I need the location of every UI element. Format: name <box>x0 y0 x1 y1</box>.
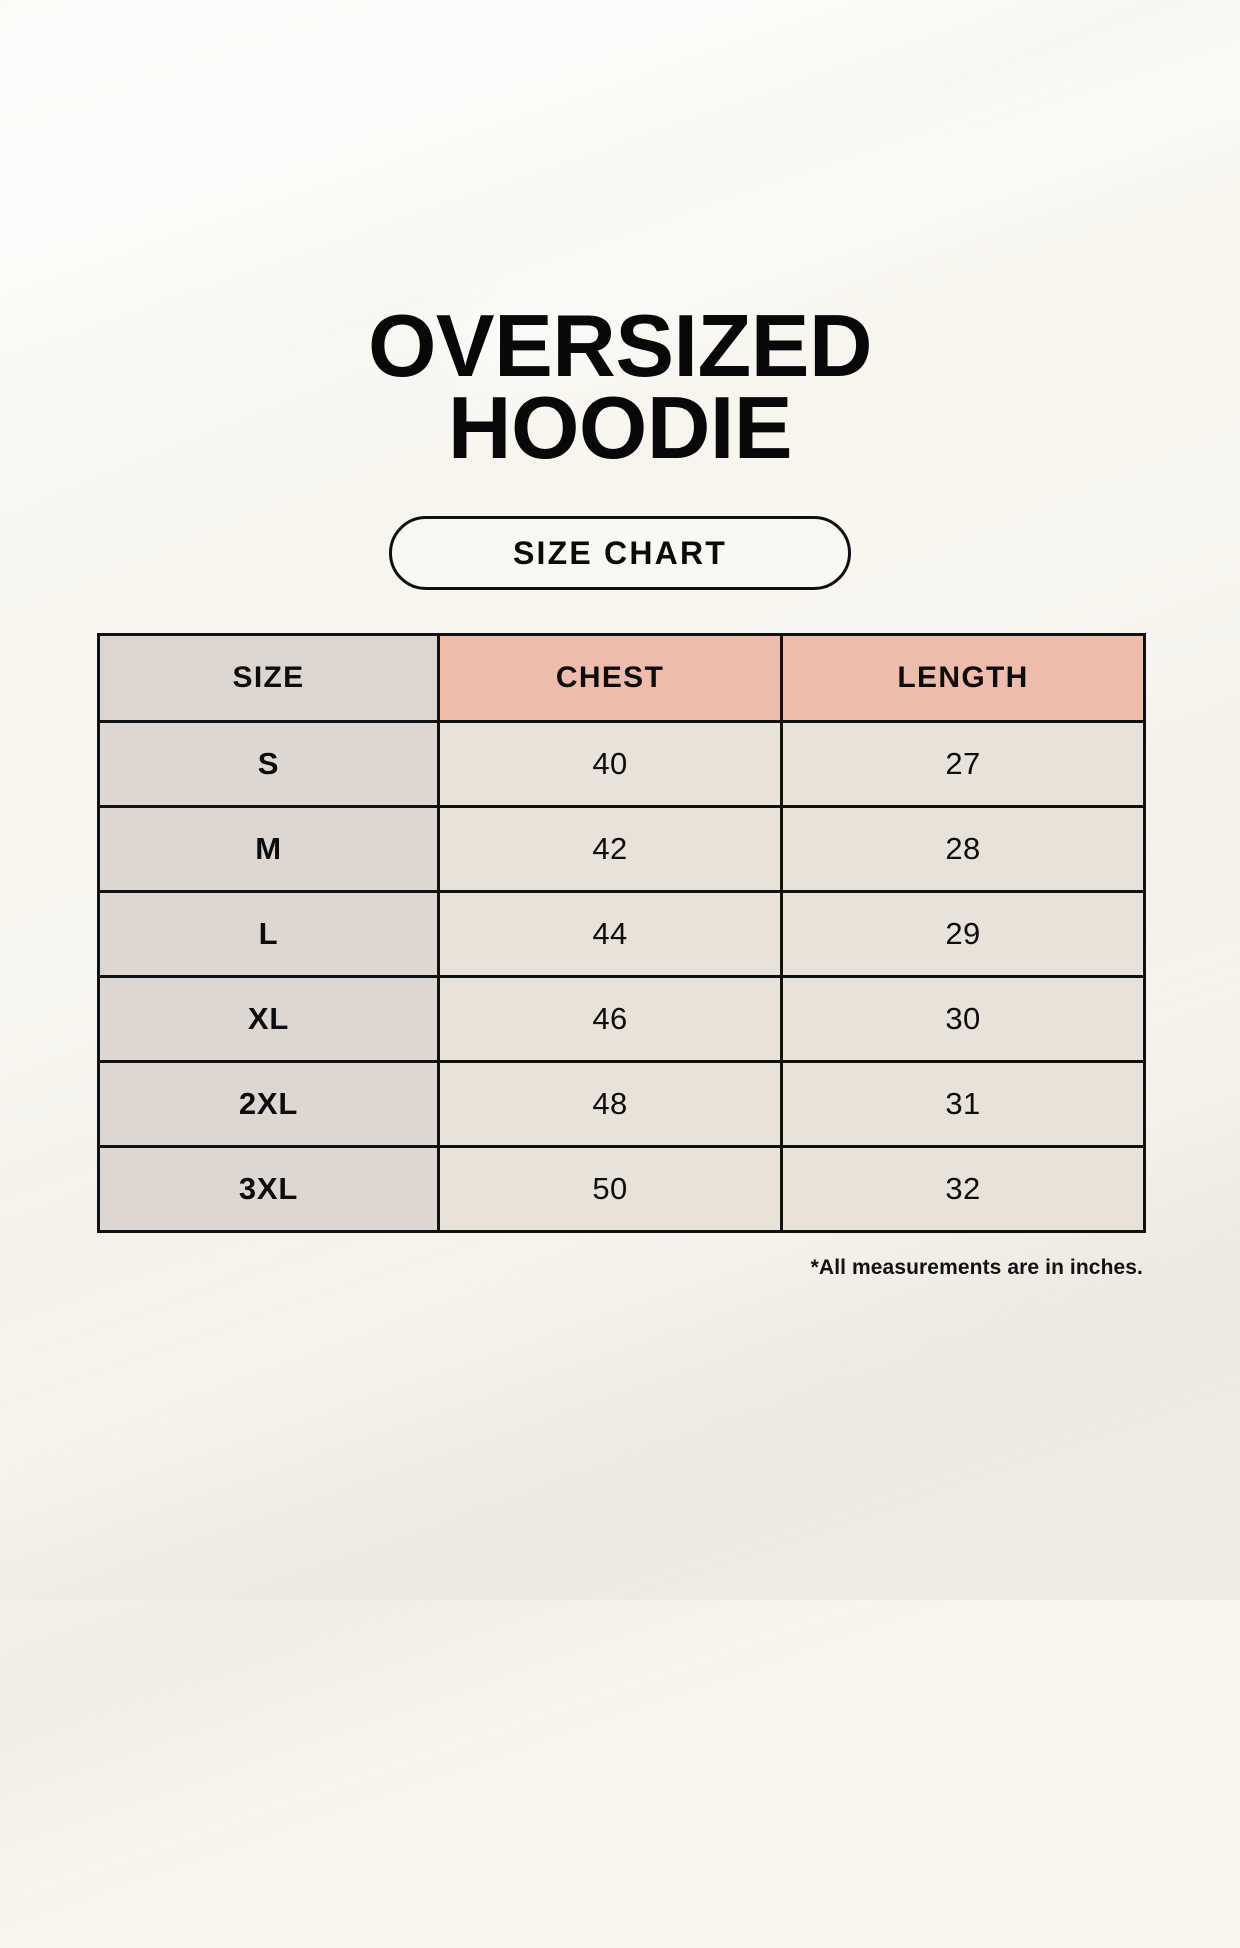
column-header-size: SIZE <box>97 633 440 723</box>
cell-chest: 50 <box>437 1145 783 1233</box>
cell-length: 31 <box>780 1060 1146 1148</box>
table-row: L 44 29 <box>97 890 1146 978</box>
cell-size: 2XL <box>97 1060 440 1148</box>
cell-size: M <box>97 805 440 893</box>
table-row: S 40 27 <box>97 720 1146 808</box>
measurement-footnote: *All measurements are in inches. <box>810 1256 1143 1279</box>
size-chart-badge-label: SIZE CHART <box>513 534 727 571</box>
table-row: 2XL 48 31 <box>97 1060 1146 1148</box>
cell-length: 29 <box>780 890 1146 978</box>
cell-length: 32 <box>780 1145 1146 1233</box>
column-header-chest: CHEST <box>437 633 783 723</box>
cell-size: 3XL <box>97 1145 440 1233</box>
size-chart-page: OVERSIZED HOODIE SIZE CHART SIZE CHEST L… <box>0 296 1240 1279</box>
title-line-2: HOODIE <box>447 377 793 477</box>
cell-size: L <box>97 890 440 978</box>
table-header-row: SIZE CHEST LENGTH <box>97 633 1146 723</box>
size-table-head: SIZE CHEST LENGTH <box>97 633 1146 723</box>
size-table-body: S 40 27 M 42 28 L 44 29 XL 46 30 <box>97 720 1146 1233</box>
cell-length: 27 <box>780 720 1146 808</box>
cell-chest: 40 <box>437 720 783 808</box>
table-row: XL 46 30 <box>97 975 1146 1063</box>
table-row: M 42 28 <box>97 805 1146 893</box>
cell-size: S <box>97 720 440 808</box>
cell-chest: 44 <box>437 890 783 978</box>
table-row: 3XL 50 32 <box>97 1145 1146 1233</box>
cell-chest: 48 <box>437 1060 783 1148</box>
column-header-length: LENGTH <box>780 633 1146 723</box>
size-chart-badge-wrapper: SIZE CHART <box>0 516 1240 590</box>
title-line-1: OVERSIZED <box>367 296 873 395</box>
cell-length: 28 <box>780 805 1146 893</box>
size-chart-badge: SIZE CHART <box>389 516 851 590</box>
cell-chest: 42 <box>437 805 783 893</box>
size-table: SIZE CHEST LENGTH S 40 27 M 42 28 L <box>97 633 1146 1233</box>
size-table-wrapper: SIZE CHEST LENGTH S 40 27 M 42 28 L <box>97 633 1146 1233</box>
cell-size: XL <box>97 975 440 1063</box>
page-title: OVERSIZED HOODIE <box>0 296 1240 477</box>
cell-chest: 46 <box>437 975 783 1063</box>
cell-length: 30 <box>780 975 1146 1063</box>
